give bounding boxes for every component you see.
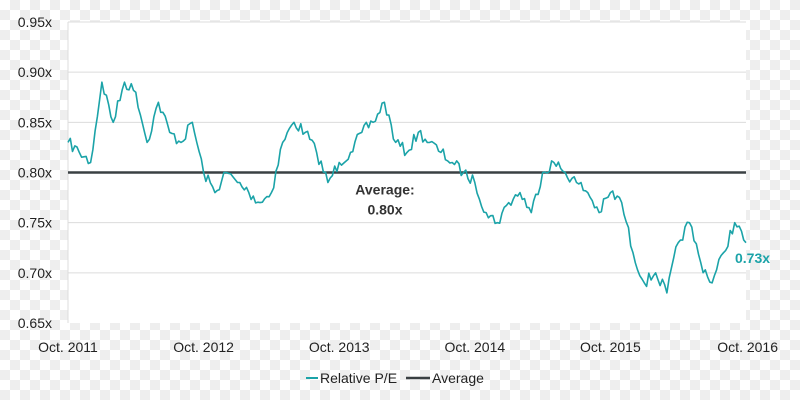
y-axis-ticks: 0.65x 0.70x 0.75x 0.80x 0.85x 0.90x 0.95x (18, 14, 52, 331)
legend-label-relative-pe: Relative P/E (320, 370, 397, 386)
x-tick-label: Oct. 2012 (173, 339, 234, 355)
y-tick-label: 0.75x (18, 215, 52, 231)
x-tick-label: Oct. 2014 (444, 339, 505, 355)
relative-pe-series-line (67, 81, 747, 294)
legend-label-average: Average (432, 370, 484, 386)
y-tick-label: 0.95x (18, 14, 52, 30)
average-annotation-label: Average: (355, 182, 414, 198)
legend: Relative P/E Average (306, 370, 484, 386)
average-annotation-value: 0.80x (367, 202, 402, 218)
x-tick-label: Oct. 2011 (38, 339, 98, 355)
last-value-label: 0.73x (735, 250, 770, 266)
y-tick-label: 0.70x (18, 265, 52, 281)
y-tick-label: 0.85x (18, 114, 52, 130)
x-tick-label: Oct. 2016 (717, 339, 778, 355)
x-tick-label: Oct. 2015 (580, 339, 641, 355)
x-axis-ticks: Oct. 2011 Oct. 2012 Oct. 2013 Oct. 2014 Oct.… (38, 339, 778, 355)
y-tick-label: 0.65x (18, 315, 52, 331)
y-tick-label: 0.80x (18, 165, 52, 181)
x-tick-label: Oct. 2013 (309, 339, 370, 355)
y-tick-label: 0.90x (18, 64, 52, 80)
